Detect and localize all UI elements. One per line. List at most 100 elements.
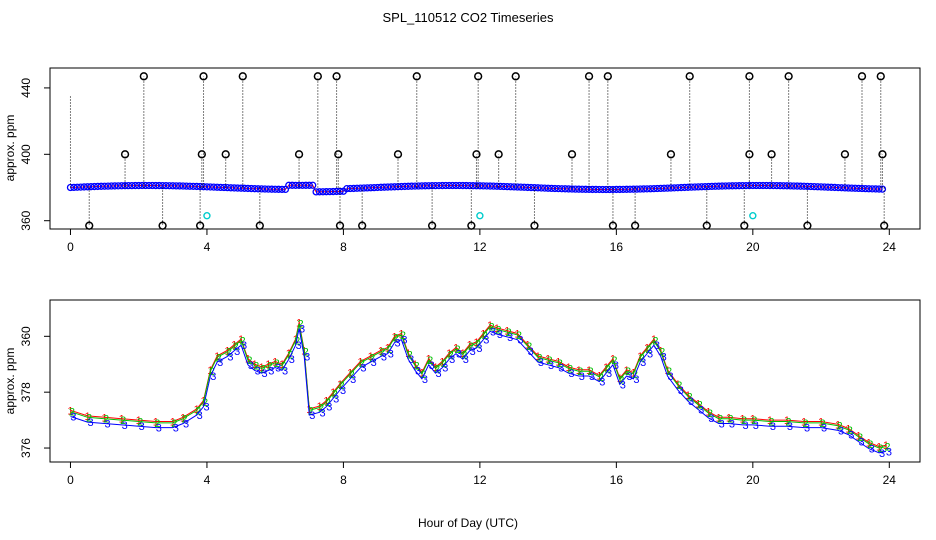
baseline-point <box>861 184 870 193</box>
baseline-point <box>759 181 767 190</box>
top-panel-frame <box>49 67 921 230</box>
series-2-marker: 2 <box>611 355 617 367</box>
baseline-point <box>554 184 563 193</box>
series-2-marker: 2 <box>536 352 542 364</box>
series-2-marker: 2 <box>659 347 665 359</box>
flag-high-point <box>474 72 483 81</box>
baseline-point <box>820 183 829 191</box>
series-3-marker: 3 <box>156 423 162 435</box>
baseline-point <box>257 185 266 193</box>
baseline-point <box>503 182 511 191</box>
baseline-point <box>629 185 638 193</box>
baseline-point <box>551 184 559 193</box>
baseline-point <box>769 181 777 190</box>
series-3-marker: 3 <box>483 335 489 347</box>
baseline-point <box>752 181 760 190</box>
series-2-marker: 2 <box>461 349 467 361</box>
baseline-point <box>97 182 105 190</box>
baseline-point <box>510 183 518 191</box>
series-3-marker: 3 <box>227 351 233 363</box>
series-3-marker: 3 <box>627 371 633 383</box>
series-2-marker: 2 <box>741 415 747 427</box>
baseline-point <box>138 181 146 190</box>
top-panel-x-axis: 0 4 8 12 16 20 24 <box>67 228 896 254</box>
baseline-point <box>360 184 368 192</box>
series-3-marker: 3 <box>408 354 414 366</box>
series-3-line <box>70 328 887 454</box>
series-3-marker: 3 <box>743 420 749 432</box>
baseline-point <box>100 182 109 190</box>
bottom-panel-y-axis: 376 378 360 <box>19 326 51 458</box>
y-tick-label: 400 <box>19 144 33 164</box>
series-3-marker: 3 <box>804 423 810 435</box>
series-3-marker: 3 <box>122 420 128 432</box>
series-2-marker: 2 <box>557 358 563 370</box>
baseline-point <box>128 181 136 190</box>
baseline-point <box>793 182 801 190</box>
baseline-point <box>210 183 218 191</box>
baseline-point <box>670 184 679 192</box>
baseline-point <box>653 184 661 193</box>
series-2-marker: 2 <box>303 347 309 359</box>
series-2-marker: 2 <box>468 341 474 353</box>
flag-low-point <box>740 221 749 230</box>
series-2-marker: 2 <box>819 418 825 430</box>
flag-mid-point <box>878 150 887 159</box>
cyan-point <box>476 212 484 220</box>
baseline-point <box>619 185 627 194</box>
flag-mid-point <box>472 150 481 159</box>
series-2-marker: 2 <box>837 421 843 433</box>
series-3-marker: 3 <box>470 346 476 358</box>
baseline-point <box>517 183 525 191</box>
series-3-marker: 3 <box>787 421 793 433</box>
baseline-point <box>650 184 658 193</box>
flag-high-point <box>412 72 421 81</box>
baseline-point <box>796 182 805 190</box>
series-2-marker: 2 <box>434 363 440 375</box>
baseline-point <box>326 187 334 196</box>
flag-mid-point <box>666 150 676 159</box>
baseline-point <box>537 184 545 192</box>
series-2-marker: 2 <box>847 425 853 437</box>
series-2-marker: 2 <box>751 415 757 427</box>
baseline-point <box>657 184 665 193</box>
baseline-point <box>315 188 324 196</box>
series-2-marker: 2 <box>349 369 355 381</box>
baseline-point <box>233 184 242 192</box>
flag-mid-point <box>334 150 343 159</box>
series-3-marker: 3 <box>282 365 288 377</box>
baseline-point <box>776 182 784 190</box>
baseline-point <box>104 182 112 190</box>
baseline-point <box>425 182 433 190</box>
baseline-point <box>834 183 842 192</box>
series-2-marker: 2 <box>120 415 126 427</box>
baseline-point <box>438 181 447 190</box>
x-tick-label: 0 <box>67 240 74 254</box>
baseline-point <box>343 185 351 193</box>
series-2-marker: 2 <box>154 418 160 430</box>
baseline-point <box>694 183 702 191</box>
baseline-point <box>595 185 603 194</box>
series-3-marker: 3 <box>879 448 885 460</box>
series-2-marker: 2 <box>639 352 645 364</box>
series-2-marker: 2 <box>645 344 651 356</box>
baseline-point <box>824 183 832 191</box>
baseline-point <box>442 181 450 190</box>
series-2-marker: 2 <box>233 341 239 353</box>
series-2-marker: 2 <box>567 363 573 375</box>
x-axis-title: Hour of Day (UTC) <box>418 516 518 530</box>
series-3-marker: 3 <box>517 335 523 347</box>
series-3-marker: 3 <box>456 349 462 361</box>
series-3-marker: 3 <box>275 363 281 375</box>
y-tick-label: 376 <box>19 438 33 458</box>
series-2-marker: 2 <box>274 358 280 370</box>
series-3-marker: 3 <box>729 418 735 430</box>
series-2-marker: 2 <box>253 361 259 373</box>
baseline-point <box>223 184 232 192</box>
series-3-marker: 3 <box>528 346 534 358</box>
baseline-point <box>749 181 757 190</box>
baseline-point <box>240 184 249 192</box>
flag-low-point <box>880 221 889 230</box>
series-3-marker: 3 <box>633 374 639 386</box>
series-2-marker: 2 <box>676 380 682 392</box>
